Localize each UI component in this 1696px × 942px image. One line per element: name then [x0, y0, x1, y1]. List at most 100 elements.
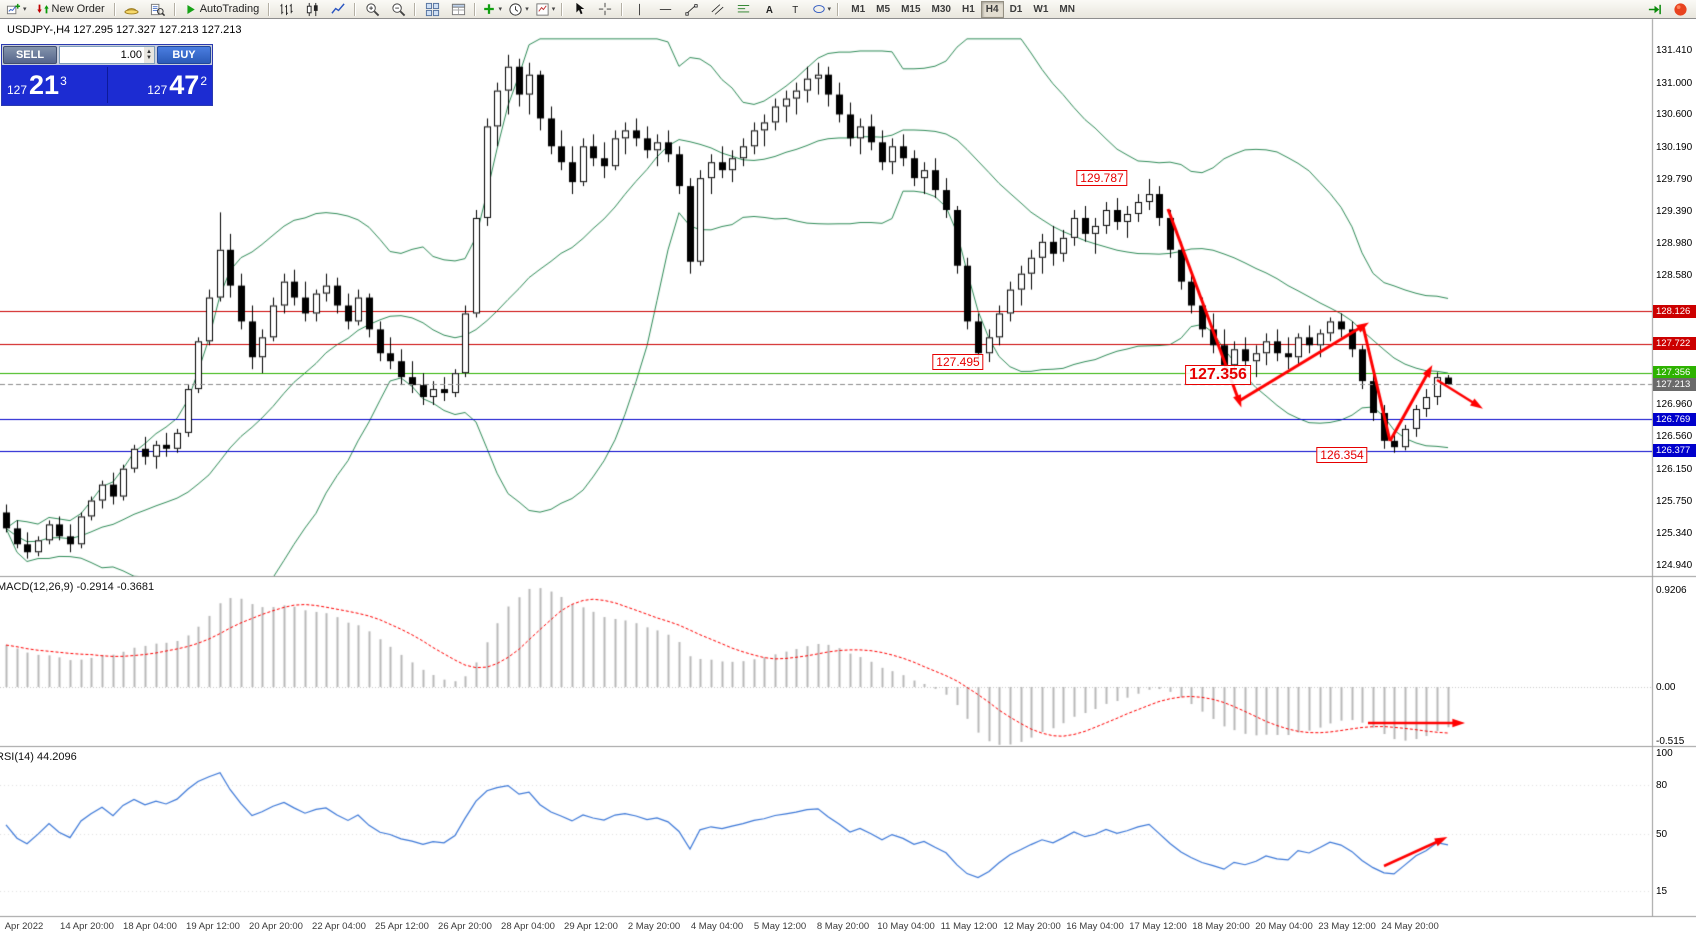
trade-panel-controls: SELL 1.00 ▲ ▼ BUY [2, 45, 212, 65]
periods-button[interactable]: ▾ [505, 0, 532, 19]
bar-chart-button[interactable] [273, 0, 299, 19]
toolbar-separator [173, 2, 176, 16]
autotrading-button[interactable]: AutoTrading [179, 0, 266, 19]
new-chart-icon [6, 3, 21, 14]
candlestick-chart-button[interactable] [299, 0, 325, 19]
sell-price-prefix: 127 [7, 83, 28, 97]
cursor-button[interactable] [566, 0, 592, 19]
line-chart-button[interactable] [325, 0, 351, 19]
candlestick-chart-icon [306, 2, 318, 16]
sell-button[interactable]: SELL [3, 46, 57, 64]
autotrading-label: AutoTrading [199, 3, 260, 15]
chevron-down-icon: ▾ [498, 5, 502, 13]
crosshair-button[interactable] [592, 0, 618, 19]
community-button[interactable] [1667, 0, 1693, 19]
trade-panel-prices: 127 21 3 127 47 2 [2, 65, 212, 105]
vertical-line-button[interactable] [626, 0, 652, 19]
toolbar-separator [113, 2, 116, 16]
fibonacci-button[interactable] [730, 0, 756, 19]
new-chart-button[interactable]: ▾ [3, 0, 30, 19]
templates-button[interactable]: ▾ [532, 0, 559, 19]
new-order-button[interactable]: New Order [30, 0, 111, 19]
toolbar-separator [414, 2, 417, 16]
fibonacci-icon [737, 4, 749, 12]
timeframe-button-m30[interactable]: M30 [931, 3, 951, 15]
trendline-icon [685, 3, 698, 16]
cursor-icon [576, 2, 585, 15]
toolbar: ▾ New Order AutoTrading [0, 0, 1696, 19]
vertical-line-icon [638, 3, 640, 15]
autotrading-play-icon [187, 4, 195, 14]
toolbar-separator [621, 2, 624, 16]
horizontal-line-icon [659, 8, 671, 10]
timeframe-button-m15[interactable]: M15 [901, 3, 921, 15]
sell-price[interactable]: 127 21 3 [2, 67, 108, 103]
buy-price-sup: 2 [200, 74, 207, 88]
buy-price-big: 47 [169, 70, 200, 100]
toolbar-separator [354, 2, 357, 16]
trendline-button[interactable] [678, 0, 704, 19]
text-button[interactable]: A [756, 0, 782, 19]
volume-input[interactable]: 1.00 ▲ ▼ [59, 46, 155, 64]
timeframe-button-d1[interactable]: D1 [1009, 3, 1023, 15]
shapes-button[interactable]: ▾ [808, 0, 834, 19]
new-order-icon [36, 4, 49, 14]
toolbar-separator [474, 2, 477, 16]
clock-icon [509, 2, 522, 16]
volume-value[interactable]: 1.00 [120, 49, 143, 61]
line-chart-icon [331, 2, 345, 14]
buy-button[interactable]: BUY [157, 46, 211, 64]
timeframe-button-mn[interactable]: MN [1059, 3, 1075, 15]
zoom-in-icon [366, 2, 379, 16]
indicators-button[interactable]: ▾ [479, 0, 505, 19]
community-icon [1673, 2, 1687, 16]
crosshair-icon [599, 2, 612, 16]
zoom-in-button[interactable] [359, 0, 385, 19]
templates-icon [536, 2, 549, 16]
tile-windows-button[interactable] [419, 0, 445, 19]
zoom-out-icon [392, 2, 405, 16]
chevron-down-icon: ▾ [551, 5, 556, 13]
chevron-down-icon: ▾ [23, 5, 27, 13]
shapes-icon [812, 5, 825, 13]
buy-price-prefix: 127 [147, 83, 168, 97]
chevron-down-icon: ▾ [525, 5, 529, 13]
tile-windows-icon [425, 2, 439, 16]
market-watch-button[interactable] [145, 0, 171, 19]
data-window-icon [451, 3, 465, 15]
symbol-ohlc-line: USDJPY-,H4 127.295 127.327 127.213 127.2… [7, 24, 242, 36]
label-icon: T [792, 5, 798, 16]
timeframe-button-h1[interactable]: H1 [961, 3, 975, 15]
svg-text:A: A [766, 5, 773, 16]
indicators-icon [484, 4, 495, 14]
horizontal-line-button[interactable] [652, 0, 678, 19]
timeframe-button-w1[interactable]: W1 [1033, 3, 1049, 15]
chart-shift-button[interactable] [1641, 0, 1667, 19]
market-watch-icon [151, 3, 166, 16]
toolbar-separator [561, 2, 564, 16]
expert-advisors-button[interactable] [119, 0, 145, 19]
chart-shift-icon [1648, 4, 1661, 14]
spinner-down-icon[interactable]: ▼ [146, 55, 152, 61]
expert-advisors-icon [124, 7, 139, 14]
sell-price-big: 21 [29, 70, 60, 100]
timeframe-group: M1 M5 M15 M30 H1 H4 D1 W1 MN [846, 0, 1080, 18]
bar-chart-icon [280, 3, 293, 15]
label-button[interactable]: T [782, 0, 808, 19]
toolbar-separator [837, 2, 840, 16]
buy-price[interactable]: 127 47 2 [108, 67, 213, 103]
timeframe-button-h4[interactable]: H4 [980, 0, 1004, 18]
timeframe-button-m5[interactable]: M5 [876, 3, 891, 15]
volume-spinner[interactable]: ▲ ▼ [144, 47, 154, 63]
new-order-label: New Order [51, 3, 105, 15]
sell-price-sup: 3 [60, 74, 67, 88]
one-click-trading-panel: SELL 1.00 ▲ ▼ BUY 127 21 3 127 47 2 [1, 44, 213, 106]
timeframe-button-m1[interactable]: M1 [851, 3, 866, 15]
data-window-button[interactable] [445, 0, 471, 19]
channel-button[interactable] [704, 0, 730, 19]
spinner-up-icon[interactable]: ▲ [146, 49, 152, 55]
chevron-down-icon: ▾ [827, 5, 832, 13]
zoom-out-button[interactable] [385, 0, 411, 19]
